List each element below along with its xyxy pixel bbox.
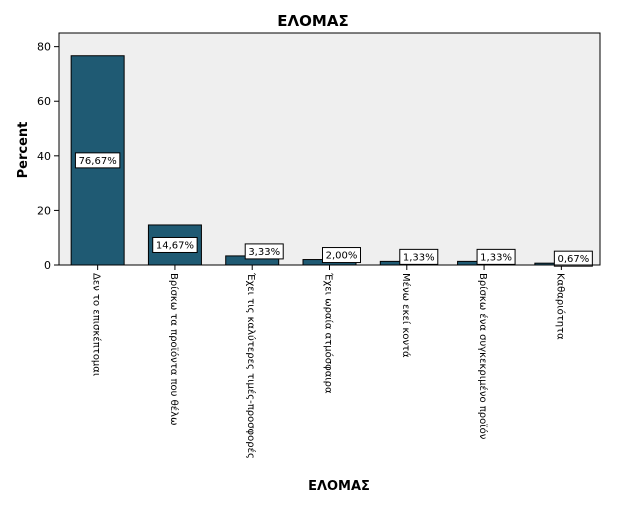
x-axis-label: ΕΛΟΜΑΣ [308,479,370,494]
chart-title: ΕΛΟΜΑΣ [277,12,348,30]
data-label-3: 2,00% [326,251,358,262]
data-label-box-3 [322,247,361,264]
x-tick-label-3: Έχει ωραία ατμόσφαιρα [323,272,335,394]
data-label-6: 0,67% [557,254,589,265]
y-tick-label-3: 60 [37,95,51,108]
x-tick-label-0: Δεν το επισκέπτομαι [91,273,103,377]
x-tick-label-2: Έχει τις καλύτερες τιμές-προσφορές [245,272,257,459]
x-tick-label-5: Βρίσκω ένα συγκεκριμένο προϊόν [477,273,489,440]
x-tick-label-6: Καθαριότητα [554,273,566,340]
y-tick-label-4: 80 [37,41,51,54]
y-tick-label-1: 20 [37,204,51,217]
data-label-box-1 [152,236,198,253]
data-label-box-4 [399,248,439,265]
data-label-box-6 [553,250,593,267]
data-label-box-0 [74,152,121,169]
y-axis-label: Percent [16,122,31,179]
y-tick-label-0: 0 [44,259,51,272]
y-tick-label-2: 40 [37,150,51,163]
data-label-box-2 [244,243,284,260]
data-label-2: 3,33% [248,247,280,258]
data-label-4: 1,33% [403,252,435,263]
plot-background [58,32,601,266]
data-label-0: 76,67% [79,156,117,167]
x-tick-label-4: Μένω εκεί κοντά [400,273,412,358]
data-label-box-5 [476,248,516,265]
data-label-1: 14,67% [156,240,194,251]
x-tick-label-1: Βρίσκω τα προϊόντα που θέλω [168,273,180,425]
data-label-5: 1,33% [480,252,512,263]
plot-area: 0 20 40 60 80 76,67% Δεν το επισκέπτομαι 14,67%… [37,32,601,459]
